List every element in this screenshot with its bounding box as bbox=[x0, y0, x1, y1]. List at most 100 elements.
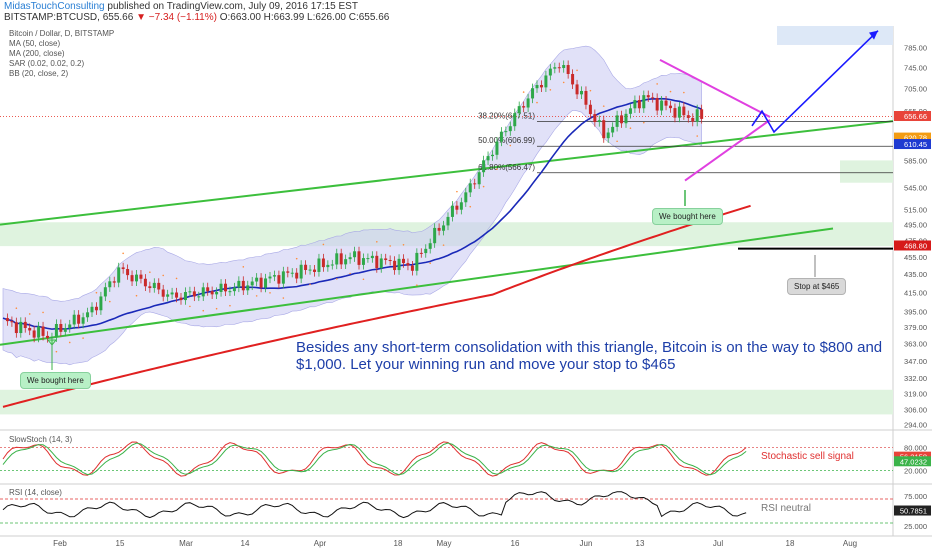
candle-body bbox=[255, 277, 259, 282]
sar-dot bbox=[456, 190, 458, 193]
candle-body bbox=[237, 280, 241, 288]
sar-dot bbox=[643, 121, 645, 124]
candle-body bbox=[637, 100, 641, 109]
candle-body bbox=[197, 296, 201, 298]
candle-body bbox=[348, 257, 352, 260]
candle-body bbox=[402, 258, 405, 264]
candle-body bbox=[504, 131, 508, 133]
price-badge-bg bbox=[894, 240, 931, 251]
time-tick-label: Feb bbox=[53, 539, 67, 548]
sar-dot bbox=[696, 135, 698, 137]
sar-dot bbox=[562, 81, 565, 84]
candle-body bbox=[548, 68, 552, 76]
ma200-line bbox=[2, 204, 751, 408]
price-tick-label: 455.00 bbox=[904, 253, 927, 262]
candle-body bbox=[121, 267, 125, 270]
sar-dot bbox=[135, 294, 138, 297]
price-badge: 620.78 bbox=[904, 134, 927, 143]
candle-body bbox=[370, 255, 374, 259]
sar-dot bbox=[255, 295, 258, 297]
sar-dot bbox=[683, 91, 685, 94]
candle-body bbox=[442, 225, 446, 231]
price-badge: 656.66 bbox=[904, 112, 927, 121]
price-tick-label: 435.00 bbox=[904, 270, 927, 279]
candle-body bbox=[268, 276, 272, 279]
candle-body bbox=[575, 84, 579, 95]
candle-body bbox=[468, 183, 472, 193]
candle-body bbox=[50, 337, 54, 339]
legend-sar[interactable]: SAR (0.02, 0.02, 0.2) bbox=[9, 59, 85, 68]
candle-body bbox=[557, 67, 561, 69]
candle-body bbox=[206, 287, 210, 292]
analysis-text: Besides any short-term consolidation wit… bbox=[296, 339, 883, 373]
time-tick-label: Aug bbox=[843, 539, 857, 548]
candle-body bbox=[584, 90, 588, 105]
sar-dot bbox=[109, 300, 111, 303]
price-tick-label: 705.00 bbox=[904, 85, 927, 94]
time-tick-label: 16 bbox=[511, 539, 520, 548]
sar-dot bbox=[242, 266, 245, 268]
triangle-upper-line bbox=[659, 58, 771, 118]
candle-body bbox=[308, 269, 312, 271]
candle-body bbox=[651, 97, 655, 99]
candle-body bbox=[526, 98, 530, 108]
price-badge-bg bbox=[894, 111, 931, 122]
bought-here-mid-label: We bought here bbox=[652, 208, 723, 225]
chart-title-legend[interactable]: Bitcoin / Dollar, D, BITSTAMP bbox=[9, 29, 115, 38]
price-tick-label: 585.00 bbox=[904, 156, 927, 165]
candle-body bbox=[486, 156, 490, 161]
legend-ma50[interactable]: MA (50, close) bbox=[9, 39, 61, 48]
fib-level-label: 61.80%(566.47) bbox=[478, 163, 535, 172]
candle-body bbox=[437, 227, 441, 231]
stochastic-pane[interactable] bbox=[0, 441, 893, 477]
stoch-badge-bg bbox=[894, 456, 931, 467]
sar-dot bbox=[442, 244, 445, 246]
candle-body bbox=[446, 216, 450, 226]
publisher-name[interactable]: MidasTouchConsulting bbox=[4, 1, 105, 12]
lower-channel-line bbox=[0, 227, 834, 346]
candle-body bbox=[94, 306, 98, 311]
candle-body bbox=[304, 264, 308, 271]
candle-body bbox=[366, 258, 370, 260]
candle-body bbox=[192, 291, 196, 297]
sar-dot bbox=[629, 127, 632, 129]
candle-body bbox=[201, 287, 205, 297]
rsi-pane[interactable] bbox=[0, 491, 893, 524]
candle-body bbox=[188, 291, 192, 293]
candle-body bbox=[299, 264, 303, 279]
time-tick-label: May bbox=[436, 539, 451, 548]
candle-body bbox=[397, 258, 401, 271]
sar-dot bbox=[536, 101, 538, 104]
candle-body bbox=[620, 115, 624, 124]
candle-body bbox=[90, 306, 94, 313]
stoch-title[interactable]: SlowStoch (14, 3) bbox=[9, 435, 73, 444]
ma50-line bbox=[2, 97, 702, 330]
price-tick-label: 294.00 bbox=[904, 421, 927, 430]
price-tick-label: 415.00 bbox=[904, 288, 927, 297]
symbol[interactable]: BITSTAMP:BTCUSD bbox=[4, 12, 98, 23]
candle-body bbox=[544, 75, 548, 88]
time-axis[interactable]: Feb 15 Mar 14 Apr 18 May 16 Jun 13 Jul 18 Aug bbox=[53, 539, 857, 548]
sar-dot bbox=[589, 89, 592, 92]
candle-body bbox=[499, 131, 503, 142]
candle-body bbox=[330, 264, 334, 266]
time-tick-label: 18 bbox=[394, 539, 403, 548]
sar-dot bbox=[522, 91, 525, 93]
price-axis[interactable]: 294.00 306.00 319.00 332.00 347.00 363.00 379.… bbox=[894, 43, 931, 531]
price-badge: 610.45 bbox=[904, 140, 927, 149]
price-pane[interactable]: 38.20%(647.51) 50.00%(606.99) 61.80%(566.4… bbox=[0, 26, 932, 537]
legend-bb[interactable]: BB (20, close, 2) bbox=[9, 69, 69, 78]
candle-body bbox=[63, 328, 67, 332]
time-tick-label: Mar bbox=[179, 539, 193, 548]
legend-ma200[interactable]: MA (200, close) bbox=[9, 49, 65, 58]
candle-body bbox=[522, 106, 526, 108]
time-tick-label: 15 bbox=[116, 539, 125, 548]
sar-dot bbox=[669, 90, 672, 93]
rsi-title[interactable]: RSI (14, close) bbox=[9, 488, 62, 497]
candle-body bbox=[539, 84, 543, 88]
sar-dot bbox=[189, 305, 191, 308]
candle-body bbox=[68, 324, 72, 329]
candle-body bbox=[10, 321, 14, 323]
rsi-badge-bg bbox=[894, 505, 931, 516]
